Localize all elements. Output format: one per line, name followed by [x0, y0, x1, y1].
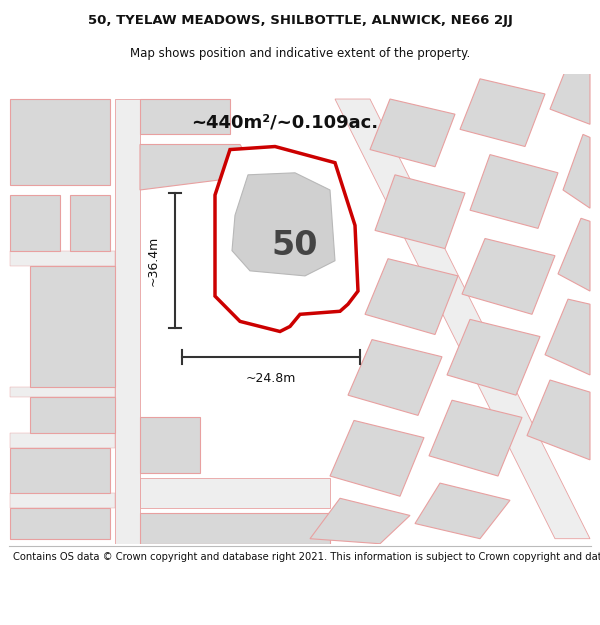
Polygon shape [10, 387, 115, 398]
Polygon shape [140, 513, 330, 544]
Polygon shape [460, 79, 545, 146]
Polygon shape [115, 99, 140, 544]
Polygon shape [215, 146, 358, 331]
Polygon shape [140, 418, 200, 473]
Polygon shape [563, 134, 590, 208]
Polygon shape [335, 99, 590, 539]
Polygon shape [10, 508, 110, 539]
Text: ~36.4m: ~36.4m [146, 236, 160, 286]
Polygon shape [545, 299, 590, 375]
Polygon shape [70, 195, 110, 251]
Polygon shape [310, 498, 410, 544]
Text: Contains OS data © Crown copyright and database right 2021. This information is : Contains OS data © Crown copyright and d… [13, 552, 600, 562]
Polygon shape [470, 154, 558, 228]
Polygon shape [429, 400, 522, 476]
Text: 50: 50 [272, 229, 318, 262]
Polygon shape [370, 99, 455, 167]
Polygon shape [527, 380, 590, 460]
Polygon shape [365, 259, 458, 334]
Polygon shape [447, 319, 540, 395]
Polygon shape [10, 251, 115, 266]
Polygon shape [415, 483, 510, 539]
Polygon shape [10, 493, 115, 508]
Polygon shape [550, 59, 590, 124]
Text: Map shows position and indicative extent of the property.: Map shows position and indicative extent… [130, 47, 470, 59]
Text: 50, TYELAW MEADOWS, SHILBOTTLE, ALNWICK, NE66 2JJ: 50, TYELAW MEADOWS, SHILBOTTLE, ALNWICK,… [88, 14, 512, 27]
Polygon shape [558, 218, 590, 291]
Polygon shape [10, 195, 60, 251]
Polygon shape [232, 173, 335, 276]
Polygon shape [330, 421, 424, 496]
Text: ~24.8m: ~24.8m [246, 372, 296, 386]
Polygon shape [462, 239, 555, 314]
Polygon shape [30, 398, 115, 432]
Polygon shape [10, 99, 110, 185]
Polygon shape [348, 339, 442, 416]
Polygon shape [30, 266, 115, 387]
Polygon shape [10, 448, 110, 493]
Polygon shape [140, 99, 230, 134]
Polygon shape [375, 175, 465, 249]
Polygon shape [140, 478, 330, 508]
Polygon shape [140, 144, 260, 190]
Text: ~440m²/~0.109ac.: ~440m²/~0.109ac. [191, 113, 379, 131]
Polygon shape [10, 432, 115, 447]
